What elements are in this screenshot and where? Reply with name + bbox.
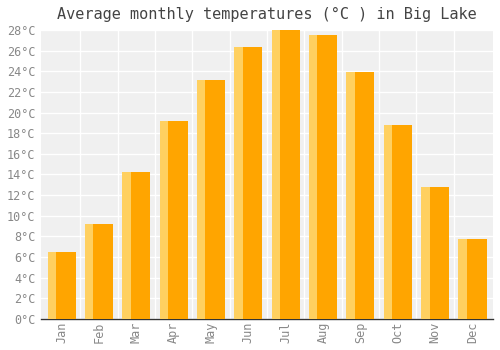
Bar	[346, 72, 374, 319]
Bar	[421, 187, 449, 319]
Bar	[197, 79, 225, 319]
Bar	[384, 125, 392, 319]
Bar	[458, 239, 486, 319]
Bar	[197, 79, 205, 319]
Bar	[421, 187, 430, 319]
Bar	[48, 252, 56, 319]
Bar	[272, 29, 299, 319]
Bar	[346, 72, 355, 319]
Title: Average monthly temperatures (°C ) in Big Lake: Average monthly temperatures (°C ) in Bi…	[57, 7, 477, 22]
Bar	[122, 173, 150, 319]
Bar	[458, 239, 467, 319]
Bar	[384, 125, 412, 319]
Bar	[85, 224, 94, 319]
Bar	[48, 252, 76, 319]
Bar	[309, 35, 318, 319]
Bar	[160, 121, 188, 319]
Bar	[122, 173, 130, 319]
Bar	[309, 35, 337, 319]
Bar	[272, 29, 280, 319]
Bar	[234, 47, 262, 319]
Bar	[160, 121, 168, 319]
Bar	[234, 47, 242, 319]
Bar	[85, 224, 113, 319]
